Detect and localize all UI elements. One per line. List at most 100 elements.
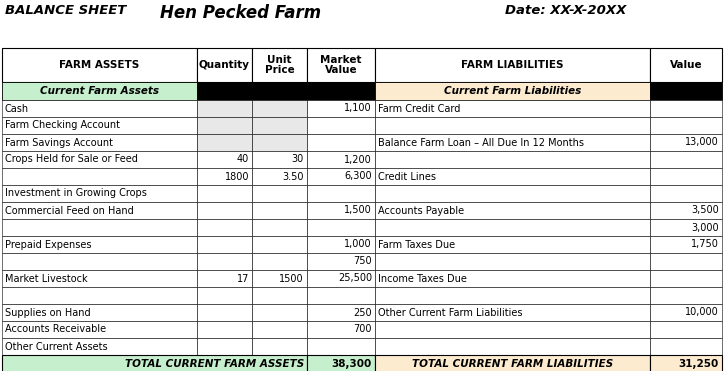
- Bar: [650, 117, 722, 134]
- Bar: [307, 202, 375, 219]
- Text: Unit: Unit: [268, 55, 291, 65]
- Bar: [307, 253, 375, 270]
- Bar: [375, 168, 650, 185]
- Text: Commercial Feed on Hand: Commercial Feed on Hand: [5, 206, 133, 216]
- Bar: [650, 219, 722, 236]
- Bar: [375, 117, 650, 134]
- Text: Credit Lines: Credit Lines: [378, 171, 436, 181]
- Text: Farm Credit Card: Farm Credit Card: [378, 104, 460, 114]
- Bar: [2, 355, 307, 371]
- Text: Accounts Receivable: Accounts Receivable: [5, 325, 106, 335]
- Bar: [375, 270, 650, 287]
- Bar: [650, 185, 722, 202]
- Bar: [307, 287, 375, 304]
- Bar: [2, 321, 197, 338]
- Text: 1,200: 1,200: [344, 154, 372, 164]
- Bar: [307, 82, 375, 100]
- Text: Price: Price: [265, 65, 294, 75]
- Bar: [2, 219, 197, 236]
- Text: 3,000: 3,000: [692, 223, 719, 233]
- Text: Balance Farm Loan – All Due In 12 Months: Balance Farm Loan – All Due In 12 Months: [378, 138, 584, 148]
- Bar: [2, 287, 197, 304]
- Bar: [650, 100, 722, 117]
- Bar: [650, 338, 722, 355]
- Bar: [375, 100, 650, 117]
- Text: Value: Value: [325, 65, 357, 75]
- Text: 1500: 1500: [279, 273, 304, 283]
- Bar: [307, 355, 375, 371]
- Bar: [252, 219, 307, 236]
- Bar: [252, 117, 307, 134]
- Bar: [252, 185, 307, 202]
- Text: 1,100: 1,100: [344, 104, 372, 114]
- Bar: [2, 253, 197, 270]
- Text: 31,250: 31,250: [679, 359, 719, 369]
- Bar: [650, 321, 722, 338]
- Bar: [252, 100, 307, 117]
- Bar: [307, 304, 375, 321]
- Text: 13,000: 13,000: [685, 138, 719, 148]
- Bar: [650, 151, 722, 168]
- Bar: [197, 304, 252, 321]
- Text: Cash: Cash: [5, 104, 29, 114]
- Bar: [375, 82, 650, 100]
- Bar: [307, 321, 375, 338]
- Text: Income Taxes Due: Income Taxes Due: [378, 273, 467, 283]
- Text: 750: 750: [353, 256, 372, 266]
- Bar: [307, 48, 375, 82]
- Text: FARM LIABILITIES: FARM LIABILITIES: [461, 60, 564, 70]
- Text: Current Farm Liabilities: Current Farm Liabilities: [444, 86, 581, 96]
- Bar: [2, 270, 197, 287]
- Text: Prepaid Expenses: Prepaid Expenses: [5, 240, 91, 250]
- Text: TOTAL CURRENT FARM LIABILITIES: TOTAL CURRENT FARM LIABILITIES: [412, 359, 613, 369]
- Bar: [375, 185, 650, 202]
- Text: TOTAL CURRENT FARM ASSETS: TOTAL CURRENT FARM ASSETS: [125, 359, 304, 369]
- Bar: [307, 117, 375, 134]
- Bar: [2, 202, 197, 219]
- Bar: [2, 236, 197, 253]
- Bar: [197, 202, 252, 219]
- Bar: [252, 82, 307, 100]
- Bar: [307, 151, 375, 168]
- Bar: [2, 100, 197, 117]
- Text: Investment in Growing Crops: Investment in Growing Crops: [5, 188, 147, 198]
- Bar: [375, 48, 650, 82]
- Text: FARM ASSETS: FARM ASSETS: [59, 60, 140, 70]
- Text: Accounts Payable: Accounts Payable: [378, 206, 464, 216]
- Text: 3,500: 3,500: [691, 206, 719, 216]
- Bar: [2, 134, 197, 151]
- Bar: [2, 151, 197, 168]
- Text: 30: 30: [291, 154, 304, 164]
- Bar: [252, 321, 307, 338]
- Bar: [252, 151, 307, 168]
- Bar: [650, 304, 722, 321]
- Bar: [650, 48, 722, 82]
- Text: 1,500: 1,500: [344, 206, 372, 216]
- Text: Farm Savings Account: Farm Savings Account: [5, 138, 113, 148]
- Text: 250: 250: [353, 308, 372, 318]
- Text: Supplies on Hand: Supplies on Hand: [5, 308, 91, 318]
- Bar: [307, 270, 375, 287]
- Bar: [197, 168, 252, 185]
- Bar: [650, 236, 722, 253]
- Bar: [375, 321, 650, 338]
- Bar: [2, 48, 197, 82]
- Text: Current Farm Assets: Current Farm Assets: [40, 86, 159, 96]
- Text: Crops Held for Sale or Feed: Crops Held for Sale or Feed: [5, 154, 138, 164]
- Bar: [252, 270, 307, 287]
- Text: 1800: 1800: [225, 171, 249, 181]
- Bar: [307, 185, 375, 202]
- Bar: [375, 304, 650, 321]
- Bar: [650, 253, 722, 270]
- Text: 10,000: 10,000: [685, 308, 719, 318]
- Bar: [2, 168, 197, 185]
- Text: Quantity: Quantity: [199, 60, 250, 70]
- Bar: [307, 100, 375, 117]
- Bar: [197, 338, 252, 355]
- Text: BALANCE SHEET: BALANCE SHEET: [5, 4, 126, 17]
- Bar: [197, 270, 252, 287]
- Bar: [252, 304, 307, 321]
- Text: Other Current Assets: Other Current Assets: [5, 341, 107, 351]
- Bar: [252, 48, 307, 82]
- Bar: [252, 253, 307, 270]
